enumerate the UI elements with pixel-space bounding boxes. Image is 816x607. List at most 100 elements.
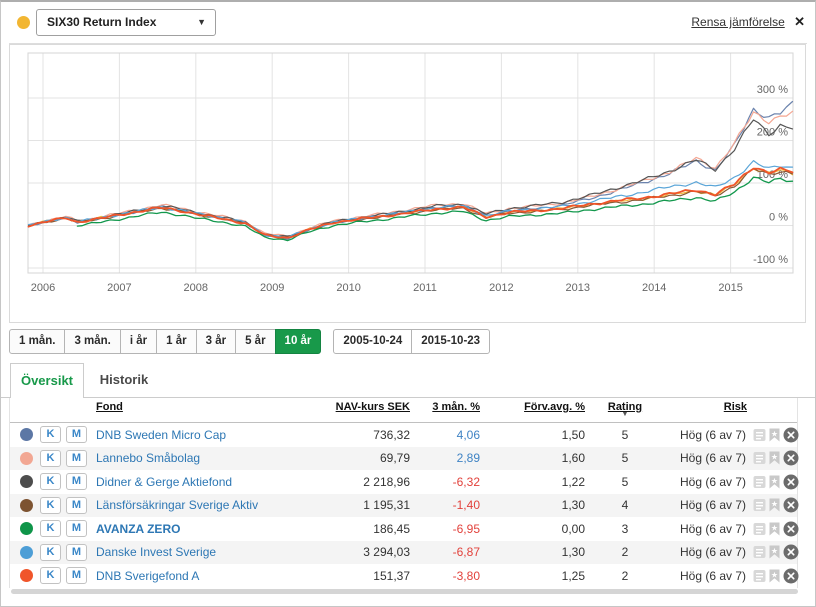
table-header-row: Fond NAV-kurs SEK 3 mån. % Förv.avg. % R… bbox=[10, 398, 797, 423]
range-button-1-mån-[interactable]: 1 mån. bbox=[9, 329, 66, 354]
close-icon[interactable]: ✕ bbox=[794, 14, 805, 29]
table-row: K M Lannebo Småbolag 69,79 2,89 1,60 5 Hög (6 a… bbox=[10, 446, 799, 470]
monthly-save-button[interactable]: M bbox=[66, 449, 87, 467]
fund-name-link[interactable]: Lannebo Småbolag bbox=[96, 451, 201, 466]
bookmark-icon[interactable]: ★ bbox=[769, 569, 780, 583]
bookmark-icon[interactable]: ★ bbox=[769, 428, 780, 442]
column-header-rating[interactable]: Rating bbox=[607, 401, 643, 413]
list-icon[interactable] bbox=[753, 545, 766, 559]
fund-name-link[interactable]: AVANZA ZERO bbox=[96, 521, 181, 536]
svg-text:★: ★ bbox=[771, 500, 778, 509]
sort-desc-icon: ▼ bbox=[621, 411, 629, 418]
monthly-save-button[interactable]: M bbox=[66, 520, 87, 538]
remove-icon[interactable] bbox=[783, 521, 799, 537]
monthly-save-button[interactable]: M bbox=[66, 473, 87, 491]
range-toolbar: 1 mån. 3 mån. i år 1 år 3 år 5 år 10 år 2005-1… bbox=[9, 329, 491, 354]
list-icon[interactable] bbox=[753, 451, 766, 465]
rating-value: 5 bbox=[621, 427, 629, 442]
remove-icon[interactable] bbox=[783, 568, 799, 584]
svg-text:2011: 2011 bbox=[413, 282, 437, 294]
column-header-risk[interactable]: Risk bbox=[723, 401, 747, 413]
date-range-group: 2005-10-24 2015-10-23 bbox=[333, 329, 491, 354]
svg-text:★: ★ bbox=[771, 429, 778, 438]
fund-name-link[interactable]: DNB Sverigefond A bbox=[96, 568, 200, 583]
buy-button[interactable]: K bbox=[40, 567, 61, 585]
dropdown-caret-icon: ▼ bbox=[197, 17, 206, 27]
monthly-save-button[interactable]: M bbox=[66, 496, 87, 514]
svg-text:★: ★ bbox=[771, 476, 778, 485]
svg-text:2014: 2014 bbox=[642, 282, 666, 294]
buy-button[interactable]: K bbox=[40, 473, 61, 491]
mgmt-fee-value: 0,00 bbox=[561, 521, 585, 536]
fund-table: Fond NAV-kurs SEK 3 mån. % Förv.avg. % R… bbox=[9, 398, 799, 588]
remove-icon[interactable] bbox=[783, 474, 799, 490]
change-3m-value: 4,06 bbox=[456, 427, 480, 442]
buy-button[interactable]: K bbox=[40, 520, 61, 538]
list-icon[interactable] bbox=[753, 569, 766, 583]
rating-value: 4 bbox=[621, 498, 629, 513]
mgmt-fee-value: 1,30 bbox=[561, 498, 585, 513]
index-series-color-dot bbox=[17, 16, 30, 29]
column-header-fee[interactable]: Förv.avg. % bbox=[524, 401, 585, 413]
nav-price-value: 1 195,31 bbox=[363, 498, 410, 513]
list-icon[interactable] bbox=[753, 498, 766, 512]
fund-name-link[interactable]: Danske Invest Sverige bbox=[96, 545, 217, 560]
bookmark-icon[interactable]: ★ bbox=[769, 451, 780, 465]
column-header-change[interactable]: 3 mån. % bbox=[432, 401, 480, 413]
monthly-save-button[interactable]: M bbox=[66, 567, 87, 585]
change-3m-value: -6,95 bbox=[452, 521, 480, 536]
list-icon[interactable] bbox=[753, 428, 766, 442]
remove-icon[interactable] bbox=[783, 427, 799, 443]
fund-name-link[interactable]: DNB Sweden Micro Cap bbox=[96, 427, 227, 442]
fund-name-link[interactable]: Länsförsäkringar Sverige Aktiv bbox=[96, 498, 259, 513]
list-icon[interactable] bbox=[753, 475, 766, 489]
range-button-1-år[interactable]: 1 år bbox=[156, 329, 197, 354]
column-header-nav[interactable]: NAV-kurs SEK bbox=[335, 401, 410, 413]
range-button-3-mån-[interactable]: 3 mån. bbox=[64, 329, 121, 354]
monthly-save-button[interactable]: M bbox=[66, 543, 87, 561]
mgmt-fee-value: 1,50 bbox=[561, 427, 585, 442]
risk-value: Hög (6 av 7) bbox=[680, 545, 747, 560]
comparison-header: SIX30 Return Index ▼ Rensa jämförelse ✕ bbox=[9, 2, 807, 44]
range-button-10-år[interactable]: 10 år bbox=[274, 329, 322, 354]
remove-icon[interactable] bbox=[783, 497, 799, 513]
bookmark-icon[interactable]: ★ bbox=[769, 498, 780, 512]
fund-name-link[interactable]: Didner & Gerge Aktiefond bbox=[96, 474, 233, 489]
comparison-chart-panel: 300 % 200 % 100 % 0 % -100 % 2006 2007 2008 2009… bbox=[9, 44, 806, 323]
remove-icon[interactable] bbox=[783, 450, 799, 466]
remove-icon[interactable] bbox=[783, 544, 799, 560]
mgmt-fee-value: 1,60 bbox=[561, 451, 585, 466]
table-row: K M DNB Sverigefond A 151,37 -3,80 1,25 2 Hög (… bbox=[10, 564, 799, 588]
date-to-input[interactable]: 2015-10-23 bbox=[411, 329, 491, 354]
change-3m-value: -6,87 bbox=[452, 545, 480, 560]
tab-bar: Översikt Historik bbox=[1, 359, 815, 399]
mgmt-fee-value: 1,25 bbox=[561, 568, 585, 583]
index-selector-dropdown[interactable]: SIX30 Return Index ▼ bbox=[36, 9, 216, 36]
series-color-dot bbox=[20, 451, 33, 465]
bookmark-icon[interactable]: ★ bbox=[769, 475, 780, 489]
monthly-save-button[interactable]: M bbox=[66, 426, 87, 444]
risk-value: Hög (6 av 7) bbox=[680, 427, 747, 442]
comparison-chart[interactable]: 300 %200 %100 %0 %-100 %2006 2007 2008 2009… bbox=[10, 45, 805, 322]
column-header-fund[interactable]: Fond bbox=[96, 401, 123, 413]
mgmt-fee-value: 1,30 bbox=[561, 545, 585, 560]
clear-comparison-link[interactable]: Rensa jämförelse bbox=[691, 15, 785, 29]
range-button-5-år[interactable]: 5 år bbox=[235, 329, 276, 354]
date-from-input[interactable]: 2005-10-24 bbox=[333, 329, 413, 354]
svg-text:2010: 2010 bbox=[336, 282, 360, 294]
svg-text:2012: 2012 bbox=[489, 282, 513, 294]
table-body: K M DNB Sweden Micro Cap 736,32 4,06 1,50 5 Hög… bbox=[10, 423, 799, 588]
buy-button[interactable]: K bbox=[40, 543, 61, 561]
buy-button[interactable]: K bbox=[40, 426, 61, 444]
buy-button[interactable]: K bbox=[40, 449, 61, 467]
table-row: K M AVANZA ZERO 186,45 -6,95 0,00 3 Hög (6 av 7… bbox=[10, 517, 799, 541]
list-icon[interactable] bbox=[753, 522, 766, 536]
buy-button[interactable]: K bbox=[40, 496, 61, 514]
tab-historik[interactable]: Historik bbox=[99, 372, 149, 387]
bookmark-icon[interactable]: ★ bbox=[769, 522, 780, 536]
range-button-i-år[interactable]: i år bbox=[119, 329, 158, 354]
range-button-3-år[interactable]: 3 år bbox=[195, 329, 237, 354]
tab-översikt[interactable]: Översikt bbox=[10, 363, 84, 399]
horizontal-scrollbar[interactable] bbox=[11, 589, 798, 594]
bookmark-icon[interactable]: ★ bbox=[769, 545, 780, 559]
